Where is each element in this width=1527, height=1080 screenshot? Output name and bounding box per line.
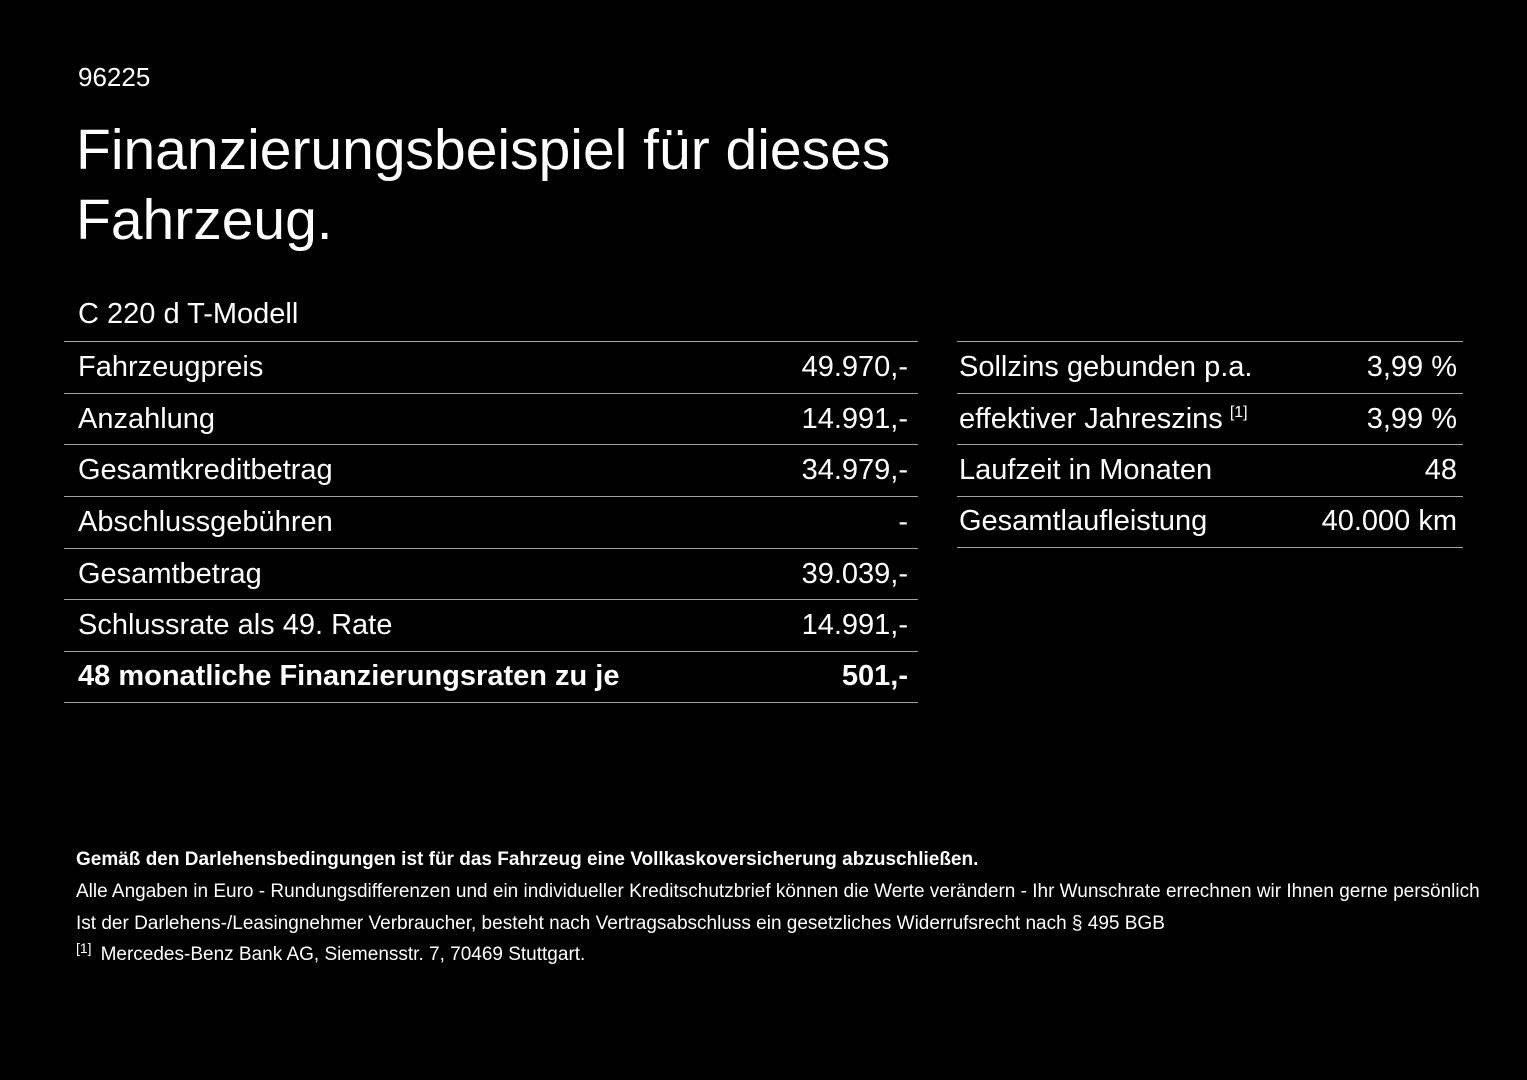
row-label: Sollzins gebunden p.a. [959, 350, 1253, 383]
row-fahrzeugpreis: Fahrzeugpreis 49.970,- [64, 341, 918, 393]
row-label: Gesamtkreditbetrag [78, 454, 333, 487]
bank-footnote: [1] Mercedes-Benz Bank AG, Siemensstr. 7,… [76, 941, 586, 966]
widerruf-note: Ist der Darlehens-/Leasingnehmer Verbrau… [76, 913, 1165, 934]
page-title: Finanzierungsbeispiel für dieses Fahrzeu… [76, 118, 891, 252]
row-value: 3,99 % [1366, 350, 1457, 383]
document-id: 96225 [78, 62, 151, 92]
row-label: Anzahlung [78, 402, 216, 435]
row-label: Gesamtlaufleistung [959, 505, 1208, 538]
row-label: 48 monatliche Finanzierungsraten zu je [78, 660, 620, 693]
footnote-ref: [1] [1229, 403, 1248, 421]
row-value: 34.979,- [801, 454, 908, 487]
row-value: 14.991,- [801, 609, 908, 642]
row-label: Laufzeit in Monaten [959, 454, 1213, 487]
row-sollzins: Sollzins gebunden p.a. 3,99 % [957, 341, 1463, 393]
footnote-marker: [1] [76, 939, 92, 956]
row-gesamtlaufleistung: Gesamtlaufleistung 40.000 km [957, 496, 1463, 548]
financing-table-left: Fahrzeugpreis 49.970,- Anzahlung 14.991,… [64, 341, 918, 703]
footnote-text: Mercedes-Benz Bank AG, Siemensstr. 7, 70… [100, 944, 586, 965]
row-gesamtbetrag: Gesamtbetrag 39.039,- [64, 547, 918, 600]
row-value: - [898, 505, 908, 538]
row-label: Gesamtbetrag [78, 557, 262, 590]
row-laufzeit: Laufzeit in Monaten 48 [957, 444, 1463, 496]
vehicle-model: C 220 d T-Modell [78, 298, 299, 330]
row-schlussrate: Schlussrate als 49. Rate 14.991,- [64, 599, 918, 651]
financing-table-right: Sollzins gebunden p.a. 3,99 % effektiver… [957, 341, 1463, 548]
row-value: 14.991,- [801, 402, 908, 435]
row-monatliche-raten: 48 monatliche Finanzierungsraten zu je 5… [64, 651, 918, 703]
insurance-note: Gemäß den Darlehensbedingungen ist für d… [76, 849, 979, 870]
row-label: Fahrzeugpreis [78, 350, 264, 383]
row-value: 501,- [841, 660, 908, 693]
row-value: 40.000 km [1321, 505, 1457, 538]
row-abschlussgebuehren: Abschlussgebühren - [64, 496, 918, 548]
row-label: Schlussrate als 49. Rate [78, 609, 393, 642]
row-gesamtkreditbetrag: Gesamtkreditbetrag 34.979,- [64, 444, 918, 496]
row-label-text: effektiver Jahreszins [959, 402, 1223, 435]
row-effektiver-jahreszins: effektiver Jahreszins [1] 3,99 % [957, 392, 1463, 445]
euro-note: Alle Angaben in Euro - Rundungsdifferenz… [76, 881, 1480, 902]
row-value: 39.039,- [801, 557, 908, 590]
row-value: 49.970,- [801, 350, 908, 383]
row-label: effektiver Jahreszins [1] [959, 403, 1248, 436]
row-value: 3,99 % [1366, 402, 1457, 435]
row-label: Abschlussgebühren [78, 505, 333, 538]
row-anzahlung: Anzahlung 14.991,- [64, 392, 918, 445]
row-value: 48 [1424, 454, 1457, 487]
